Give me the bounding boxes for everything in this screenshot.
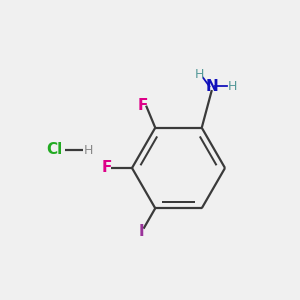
Text: Cl: Cl (46, 142, 62, 158)
Text: F: F (101, 160, 112, 175)
Text: H: H (84, 143, 93, 157)
Text: H: H (195, 68, 204, 81)
Text: I: I (139, 224, 145, 239)
Text: H: H (228, 80, 237, 93)
Text: N: N (206, 79, 218, 94)
Text: F: F (137, 98, 148, 113)
